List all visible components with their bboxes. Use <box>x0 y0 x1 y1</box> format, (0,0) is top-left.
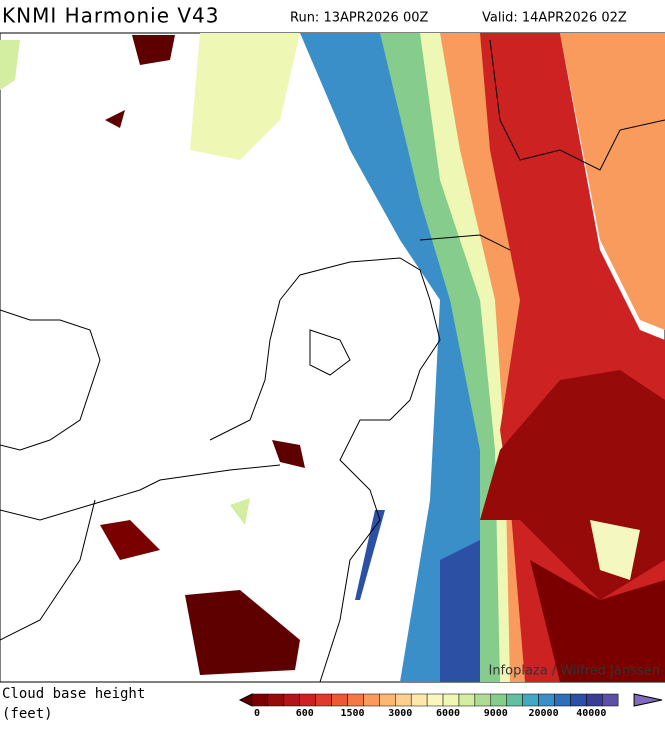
colorbar-segment <box>601 693 619 707</box>
colorbar-segment <box>267 693 285 707</box>
colorbar-segment <box>283 693 301 707</box>
colorbar-segment <box>426 693 444 707</box>
colorbar-arrow <box>633 693 663 707</box>
colorbar-segment <box>490 693 507 707</box>
colorbar-segment <box>331 693 348 707</box>
colorbar-segment <box>251 693 269 707</box>
colorbar-tick-label: 0 <box>254 708 260 719</box>
colorbar-segment <box>379 693 396 707</box>
title: KNMI Harmonie V43 <box>2 4 220 28</box>
colorbar-segment <box>299 693 316 707</box>
colorbar-segment <box>522 693 539 707</box>
colorbar-segment <box>586 693 603 707</box>
colorbar-segment <box>506 693 523 707</box>
colorbar-segment <box>410 693 428 707</box>
valid-time: Valid: 14APR2026 02Z <box>482 11 627 26</box>
colorbar-tick-label: 9000 <box>484 708 508 719</box>
colorbar-tick-label: 600 <box>296 708 314 719</box>
colorbar-segment <box>442 693 460 707</box>
colorbar-segment <box>395 693 412 707</box>
colorbar-segment <box>458 693 476 707</box>
credit: Infoplaza / Wilfred Janssen <box>488 664 660 679</box>
colorbar-tick-label: 20000 <box>529 708 559 719</box>
colorbar-tick-label: 40000 <box>576 708 606 719</box>
colorbar-segment <box>347 693 364 707</box>
colorbar-segment <box>570 693 587 707</box>
colorbar-segment <box>474 693 492 707</box>
colorbar-segment <box>315 693 332 707</box>
legend-label: Cloud base height <box>2 686 145 702</box>
colorbar-segment <box>554 693 571 707</box>
map: Infoplaza / Wilfred Janssen <box>0 32 665 683</box>
colorbar-tick-label: 3000 <box>388 708 412 719</box>
colorbar-tick-label: 1500 <box>340 708 364 719</box>
colorbar-tick-label: 6000 <box>436 708 460 719</box>
colorbar-segment <box>363 693 380 707</box>
legend-unit: (feet) <box>2 706 53 722</box>
colorbar-arrow <box>238 693 253 707</box>
colorbar-segment <box>538 693 555 707</box>
run-time: Run: 13APR2026 00Z <box>290 11 429 26</box>
